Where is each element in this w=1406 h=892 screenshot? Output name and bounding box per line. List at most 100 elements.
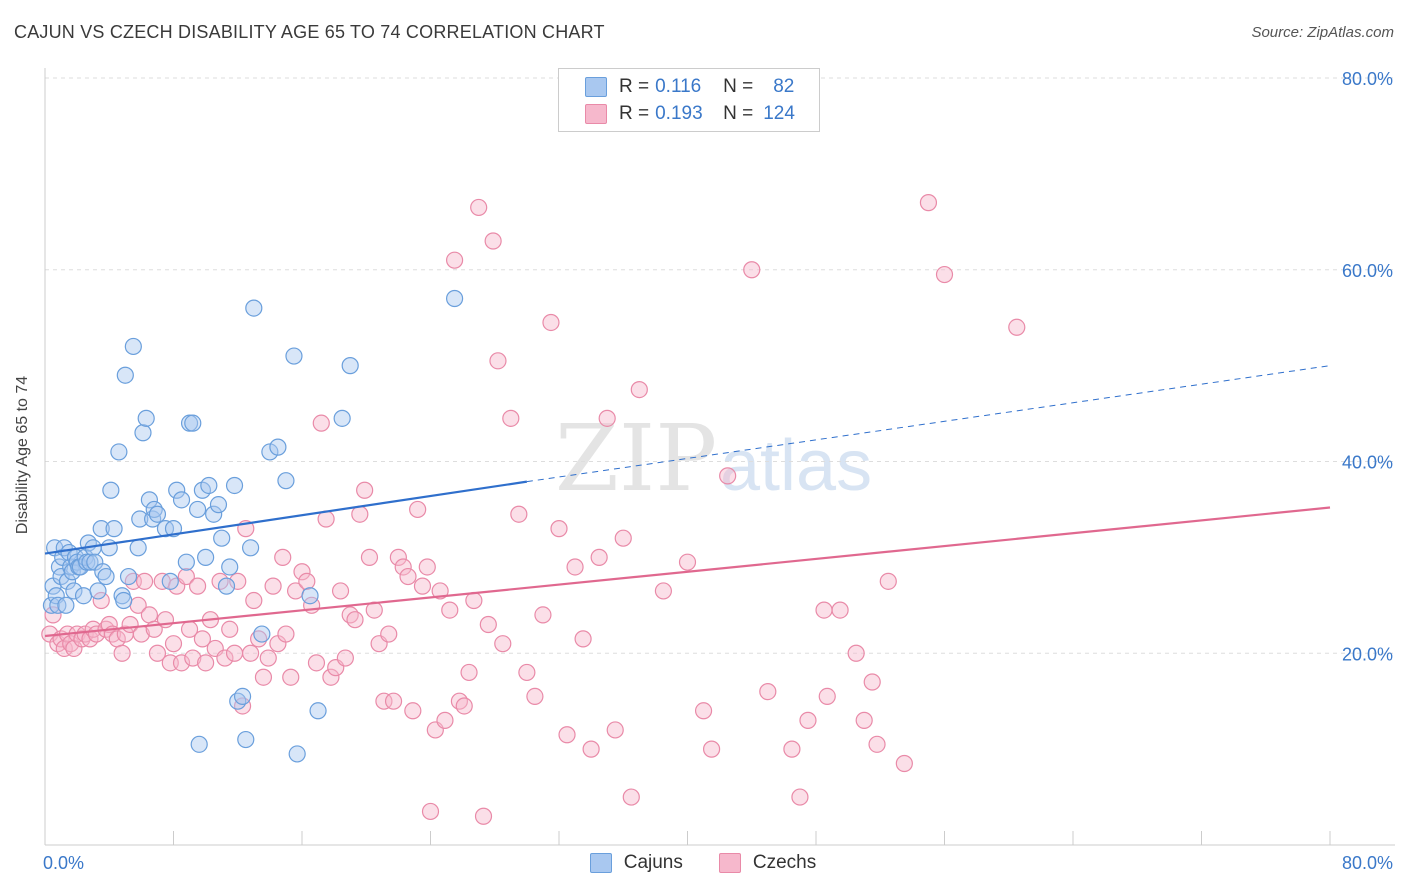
czech-trend-line [44,506,1331,638]
cajun-point [134,424,152,442]
czech-point [719,467,737,485]
cajun-points [42,289,464,763]
czech-point [1008,318,1026,336]
x-tick-label: 0.0% [43,853,84,873]
czech-point [413,577,432,595]
czech-point [177,567,195,586]
cajun-point [110,443,128,461]
czech-point [216,649,234,667]
czech-point [245,591,263,610]
y-tick-label: 80.0% [1342,69,1393,89]
cajun-point [190,735,208,753]
czech-point [582,740,600,758]
cajun-point [97,567,115,586]
czech-point [470,198,488,217]
cajun-point [129,539,147,557]
cajun-point [245,299,263,317]
cajun-point [242,539,260,557]
legend-r-value: 0.193 [655,103,703,124]
cajun-trend-line [44,480,528,555]
czech-point [298,572,316,590]
czech-point [172,654,191,672]
czech-point [274,548,292,566]
cajun-point [184,414,202,432]
czech-point [394,558,412,576]
cajun-point [269,438,287,456]
czech-point [818,687,836,705]
czech-point [322,668,340,686]
czech-point [140,606,159,624]
czech-point [574,630,592,648]
bottom-legend-cajuns[interactable]: Cajuns [589,852,683,874]
cajun-trend-extension [526,365,1331,483]
czech-point [431,582,449,600]
legend-box: R = 0.116 N = 82 R = 0.193 N = 124 [558,68,820,132]
czech-point [135,572,154,590]
cajun-point [253,625,271,643]
czech-point [331,582,350,600]
cajun-point [81,553,99,571]
axes [44,68,1395,846]
cajun-point [119,567,138,586]
legend-n-label: N = [723,103,754,124]
czech-point [598,409,616,427]
legend-r-label: R = [619,76,650,97]
czech-point [356,481,374,499]
czech-point [375,692,393,710]
y-axis-label: Disability Age 65 to 74 [14,375,31,535]
cajun-point [140,491,159,509]
cajun-point [285,347,303,365]
czech-point [336,649,354,667]
legend-n-label: N = [723,76,754,97]
czech-point [389,548,407,566]
czech-point [614,529,632,547]
cajun-point [209,496,228,514]
cajun-point [445,289,464,308]
czech-point [455,697,473,715]
cajun-point [89,582,107,600]
czech-point [465,591,483,610]
bottom-legend-label-cajuns: Cajuns [623,852,683,873]
cajun-point [229,692,247,710]
czech-point [534,606,552,624]
cajun-point [217,577,236,595]
czech-point [380,625,398,643]
czech-point [399,567,417,586]
czech-point [526,687,544,705]
czech-point [351,505,369,523]
czech-point [484,232,502,250]
czech-point [242,644,260,662]
czech-point [678,553,697,571]
y-tick-label: 60.0% [1342,261,1393,281]
bottom-legend-swatch-czechs [718,853,741,873]
legend-n-value: 124 [763,103,795,124]
czech-point [474,807,493,825]
cajun-point [188,500,207,519]
bottom-legend-czechs[interactable]: Czechs [718,852,816,874]
czech-point [855,711,873,729]
czech-point [791,788,809,806]
czech-point [409,500,427,519]
x-tick-label: 80.0% [1342,853,1393,873]
czech-point [62,635,80,653]
cajun-point [200,476,218,495]
czech-point [566,558,584,576]
czech-point [590,548,608,566]
czech-point [450,692,469,710]
czech-point [418,558,436,576]
czech-point [250,630,268,648]
cajun-point [301,587,319,605]
cajun-point [145,500,163,519]
czech-point [92,591,110,610]
czech-point [312,414,330,432]
grid-lines [45,77,1395,654]
czech-point [831,601,849,619]
bottom-legend-swatch-cajuns [589,853,612,873]
czech-point [558,726,576,744]
czech-point [759,682,777,701]
cajun-point [237,730,255,749]
czech-point [277,625,295,643]
y-tick-label: 20.0% [1342,644,1393,664]
czech-point [164,635,183,653]
czech-point [188,577,207,595]
